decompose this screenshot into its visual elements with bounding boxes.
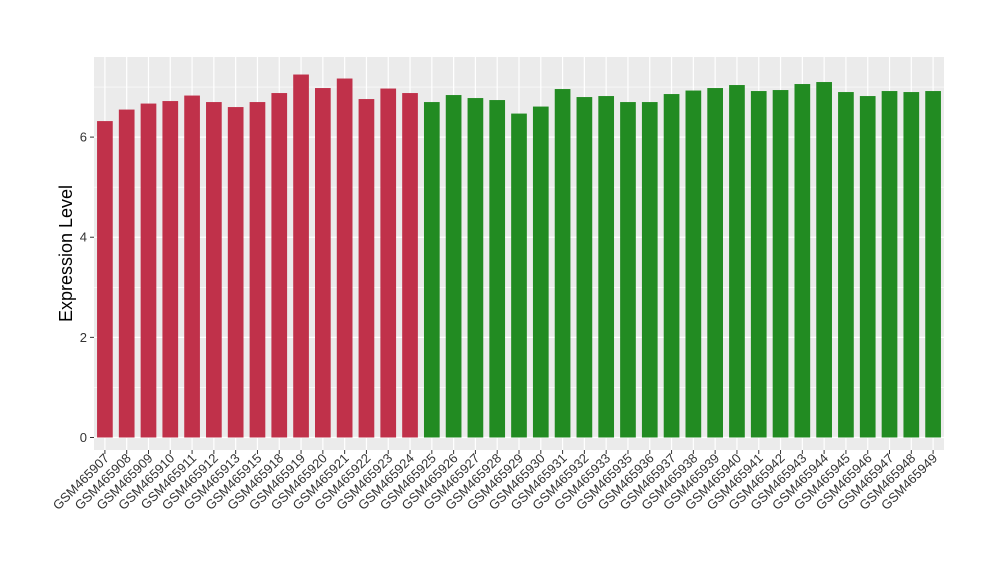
bar-GSM465946 [859,96,876,438]
bar-GSM465922 [358,99,375,438]
y-axis: 0 2 4 6 [80,130,94,445]
bar-GSM465940 [729,85,745,438]
bar-GSM465920 [315,88,331,438]
bar-GSM465921 [336,78,353,438]
bar-GSM465913 [227,107,244,438]
bar-GSM465915 [249,102,266,438]
bar-GSM465911 [184,95,200,438]
y-tick-label: 0 [80,430,87,445]
bar-GSM465949 [925,91,941,438]
x-axis: GSM465907GSM465908GSM465909GSM465910GSM4… [50,450,940,513]
bar-GSM465945 [838,92,854,438]
y-tick-label: 6 [80,130,87,145]
bar-GSM465924 [402,93,418,438]
y-axis-title: Expression Level [56,185,76,322]
bar-GSM465925 [423,102,440,438]
bar-GSM465944 [816,82,832,438]
bar-GSM465928 [489,100,506,438]
bar-GSM465909 [140,103,157,438]
bar-GSM465938 [685,90,702,438]
bar-GSM465936 [641,102,658,438]
bar-GSM465929 [511,113,527,438]
bar-GSM465947 [881,91,898,438]
bar-GSM465939 [707,88,723,438]
bar-GSM465942 [772,90,789,438]
bar-GSM465912 [206,102,222,438]
bar-GSM465935 [620,102,636,438]
bar-GSM465930 [532,106,549,438]
bar-GSM465923 [380,88,397,438]
bar-GSM465907 [97,121,113,438]
bar-GSM465908 [118,109,135,438]
bar-GSM465941 [750,91,767,438]
bar-GSM465931 [554,89,571,438]
bar-GSM465948 [903,92,920,438]
bar-GSM465943 [794,84,811,438]
bar-GSM465919 [293,74,309,438]
bar-GSM465927 [467,98,484,438]
y-tick-label: 2 [80,330,87,345]
bar-GSM465926 [445,95,462,438]
bar-GSM465933 [598,96,615,438]
bars [97,74,941,438]
y-tick-label: 4 [80,230,87,245]
bar-GSM465932 [576,97,593,438]
bar-GSM465918 [271,93,288,438]
bar-GSM465937 [663,94,680,438]
bar-GSM465910 [162,101,179,438]
